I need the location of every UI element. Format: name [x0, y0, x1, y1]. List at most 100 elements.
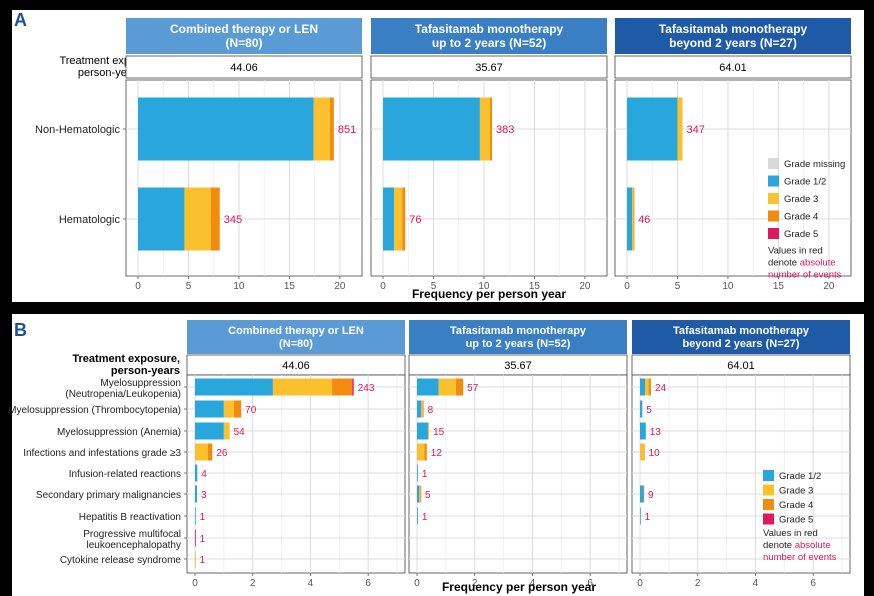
exposure-box: [370, 55, 608, 79]
bar-segment-grade-1-2: [195, 378, 273, 396]
bar-segment-grade-3: [421, 400, 423, 418]
bar-segment-grade-3: [394, 187, 403, 251]
category-label-line: Secondary primary malignancies: [36, 490, 181, 501]
panel-letter: B: [14, 320, 27, 340]
category-label-line: Cytokine release syndrome: [60, 555, 182, 566]
bar-segment-grade-3: [438, 378, 456, 396]
legend-note-line: Values in red: [763, 528, 818, 539]
legend-label: Grade 5: [784, 229, 818, 240]
category-label: Cytokine release syndrome: [60, 555, 182, 566]
category-label-line: Myelosuppression (Thrombocytopenia): [8, 405, 181, 416]
x-tick-label: 15: [773, 281, 785, 292]
legend-note-highlight: number of events: [763, 552, 837, 563]
bar-segment-grade-4: [643, 443, 645, 461]
facet-title-line: beyond 2 years (N=27): [682, 338, 799, 350]
x-tick-label: 5: [186, 281, 192, 292]
bar-segment-grade-5: [195, 529, 196, 547]
category-label-line: leukoencephalopathy: [86, 540, 181, 551]
category-label: Myelosuppression (Thrombocytopenia): [8, 405, 181, 416]
category-label: Non-Hematologic: [35, 124, 120, 136]
exposure-value: 44.06: [230, 62, 258, 74]
facet-title-line: beyond 2 years (N=27): [669, 36, 797, 50]
x-tick-label: 15: [284, 281, 296, 292]
category-label: Myelosuppression (Neutropenia/Leukopenia): [65, 378, 181, 400]
x-tick-label: 6: [587, 578, 593, 589]
bar-segment-grade-1-2: [627, 187, 633, 251]
exposure-value: 35.67: [504, 360, 532, 372]
legend-note: Values in red denote absolute number of ev…: [768, 246, 842, 281]
facet: Tafasitamab monotherapy beyond 2 years (N…: [614, 18, 852, 292]
legend-key: [763, 484, 774, 496]
bar-segment-grade-3: [313, 97, 330, 161]
bar-segment-grade-1-2: [640, 507, 641, 525]
legend: Grade 1/2 Grade 3 Grade 4 Grade 5 Values in …: [763, 470, 837, 563]
exposure-box: [125, 55, 363, 79]
legend-key: [768, 193, 779, 204]
category-label: Infusion-related reactions: [69, 469, 181, 480]
event-count-label: 347: [687, 124, 705, 136]
bar-segment-grade-1-2: [383, 97, 480, 161]
bar-segment-grade-3: [645, 378, 649, 396]
event-count-label: 1: [200, 555, 206, 566]
facet-header: [409, 320, 627, 354]
event-count-label: 851: [338, 124, 356, 136]
x-tick-label: 15: [529, 281, 541, 292]
bar-segment-grade-1-2: [195, 507, 196, 525]
bar-segment-grade-1-2: [417, 464, 418, 482]
legend-key: [763, 470, 774, 481]
bar-segment-grade-1-2: [640, 378, 646, 396]
facet-title: Tafasitamab monotherapy up to 2 years (N=…: [450, 325, 587, 350]
bar-segment-grade-4: [643, 485, 645, 503]
bar-segment-grade-1-2: [417, 400, 422, 418]
bar-segment-grade-3: [417, 443, 425, 461]
bar-segment-grade-1-2: [195, 422, 224, 440]
bar-segment-grade-1-2: [417, 422, 428, 440]
facet-header: [187, 320, 405, 354]
facet-title: Combined therapy or LEN (N=80): [170, 22, 318, 50]
facet-title-line: Tafasitamab monotherapy: [415, 22, 564, 36]
x-tick-label: 10: [233, 281, 245, 292]
bar-segment-grade-1-2: [417, 485, 420, 503]
x-tick-label: 0: [414, 578, 420, 589]
event-count-label: 1: [422, 512, 428, 523]
x-tick-label: 20: [334, 281, 346, 292]
bar-segment-grade-4: [422, 400, 424, 418]
exposure-value: 64.01: [719, 62, 747, 74]
bar-segment-grade-4: [648, 378, 651, 396]
event-count-label: 383: [496, 124, 514, 136]
exposure-value: 64.01: [727, 360, 755, 372]
bar-segment-grade-1-2: [138, 97, 314, 161]
facet-header: [371, 18, 607, 54]
facet-title: Tafasitamab monotherapy up to 2 years (N=…: [415, 22, 564, 50]
bar-segment-grade-1-2: [627, 97, 678, 161]
x-tick-label: 0: [380, 281, 386, 292]
x-tick-label: 0: [624, 281, 630, 292]
event-count-label: 5: [425, 490, 431, 501]
bar-segment-grade-3: [223, 422, 230, 440]
bar-segment-grade-4: [420, 485, 422, 503]
legend-note-line: denote: [763, 540, 795, 551]
event-count-label: 54: [234, 427, 246, 438]
bar-segment-grade-4: [490, 97, 493, 161]
x-tick-label: 10: [478, 281, 490, 292]
category-label-line: Myelosuppression (Anemia): [57, 427, 181, 438]
bar-segment-grade-3: [272, 378, 333, 396]
bar-segment-grade-3: [479, 97, 491, 161]
bar-segment-grade-1-2: [640, 485, 644, 503]
bar-segment-grade-1-2: [138, 187, 185, 251]
bar-segment-grade-3: [640, 443, 644, 461]
event-count-label: 76: [409, 214, 421, 226]
event-count-label: 5: [646, 405, 652, 416]
facet: Tafasitamab monotherapy up to 2 years (N=…: [370, 18, 608, 292]
bar-segment-grade-4: [210, 187, 220, 251]
legend-key: [768, 228, 779, 239]
x-tick-label: 10: [722, 281, 734, 292]
category-label-line: Hematologic: [59, 214, 121, 226]
event-count-label: 15: [433, 427, 445, 438]
bar-segment-grade-4: [633, 187, 635, 251]
bar-segment-grade-1-2: [640, 422, 646, 440]
bar-segment-grade-4: [455, 378, 464, 396]
bar-segment-grade-4: [329, 97, 334, 161]
event-count-label: 13: [650, 427, 662, 438]
